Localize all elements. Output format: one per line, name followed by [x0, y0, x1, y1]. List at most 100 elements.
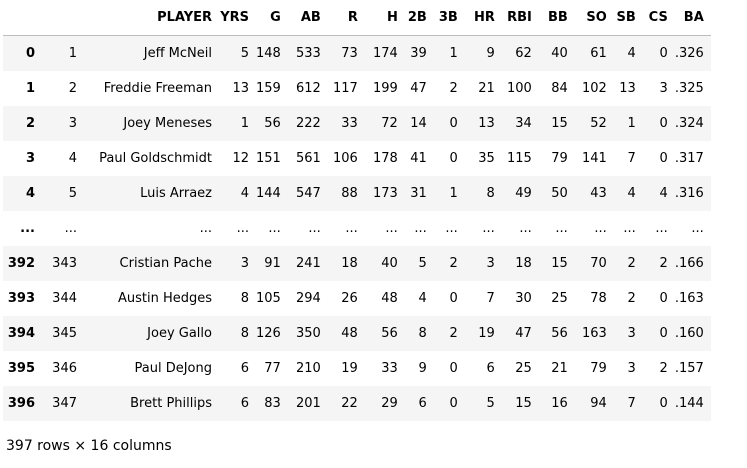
table-cell: .157	[674, 361, 704, 376]
table-cell: 15	[551, 116, 568, 131]
table-cell: 34	[515, 116, 532, 131]
table-cell: 25	[551, 291, 568, 306]
table-cell: ...	[482, 221, 495, 236]
table-cell: 18	[515, 256, 532, 271]
table-cell: 1	[627, 116, 636, 131]
table-cell: 2	[68, 81, 77, 96]
table-cell: 14	[410, 116, 427, 131]
table-cell: 47	[515, 326, 532, 341]
table-cell: Jeff McNeil	[143, 46, 212, 61]
table-cell: 241	[296, 256, 321, 271]
column-header: H	[364, 0, 405, 36]
table-cell: 533	[296, 46, 321, 61]
table-cell: 1	[240, 116, 249, 131]
table-cell: 40	[551, 46, 568, 61]
table-cell: 163	[582, 326, 607, 341]
table-cell: 144	[256, 186, 281, 201]
table-cell: 100	[507, 81, 532, 96]
column-header: SO	[574, 0, 614, 36]
table-cell: 1	[449, 186, 458, 201]
table-row: 396 347 Brett Phillips 6 83 201 22 29 6 0 5 15 16 94 7…	[3, 386, 711, 421]
table-cell: 7	[486, 291, 495, 306]
table-cell: 48	[381, 291, 398, 306]
table-row: 2 3 Joey Meneses 1 56 222 33 72 14 0 13 34 15 52 1 0 .32…	[3, 106, 711, 141]
table-cell: 0	[659, 151, 668, 166]
column-header: BB	[538, 0, 575, 36]
table-cell: 83	[264, 396, 281, 411]
table-cell: 5	[240, 46, 249, 61]
table-cell: 79	[590, 361, 607, 376]
table-cell: Paul DeJong	[134, 361, 213, 376]
table-cell: Freddie Freeman	[103, 81, 212, 96]
table-cell: 77	[264, 361, 281, 376]
table-cell: 61	[590, 46, 607, 61]
table-cell: 3	[486, 256, 495, 271]
row-index: 3	[25, 151, 35, 166]
table-cell: 15	[551, 256, 568, 271]
table-cell: 73	[341, 46, 358, 61]
table-cell: 94	[590, 396, 607, 411]
table-cell: 16	[551, 396, 568, 411]
table-cell: 6	[240, 361, 249, 376]
table-cell: .325	[674, 81, 704, 96]
row-index: 2	[25, 116, 35, 131]
table-cell: 343	[52, 256, 77, 271]
table-row: 395 346 Paul DeJong 6 77 210 19 33 9 0 6 25 21 79 3 2 .1…	[3, 351, 711, 386]
column-header: 2B	[404, 0, 434, 36]
row-index: 392	[7, 256, 35, 271]
column-header: R	[327, 0, 365, 36]
table-cell: .166	[674, 256, 704, 271]
table-cell: 8	[486, 186, 495, 201]
table-cell: 26	[341, 291, 358, 306]
table-cell: 102	[582, 81, 607, 96]
column-header: HR	[464, 0, 502, 36]
table-cell: 9	[486, 46, 495, 61]
table-cell: 4	[68, 151, 77, 166]
row-index: ...	[20, 221, 35, 236]
table-cell: 0	[659, 46, 668, 61]
table-cell: 178	[373, 151, 398, 166]
table-cell: 56	[551, 326, 568, 341]
table-row: 1 2 Freddie Freeman 13 159 612 117 199 47 2 21 100 8…	[3, 71, 711, 106]
table-cell: ...	[268, 221, 281, 236]
table-cell: 1	[68, 46, 77, 61]
table-cell: 141	[582, 151, 607, 166]
table-cell: 7	[627, 151, 636, 166]
table-cell: 0	[659, 291, 668, 306]
table-cell: .326	[674, 46, 704, 61]
table-row: 4 5 Luis Arraez 4 144 547 88 173 31 1 8 49 50 43 4 4 .31…	[3, 176, 711, 211]
table-cell: 173	[373, 186, 398, 201]
table-cell: ...	[236, 221, 249, 236]
column-header: AB	[287, 0, 328, 36]
table-cell: 4	[659, 186, 668, 201]
column-header: CS	[642, 0, 675, 36]
column-header: RBI	[501, 0, 539, 36]
table-cell: ...	[655, 221, 668, 236]
table-cell: 62	[515, 46, 532, 61]
table-cell: 106	[333, 151, 358, 166]
table-cell: ...	[594, 221, 607, 236]
table-cell: 88	[341, 186, 358, 201]
table-cell: 18	[341, 256, 358, 271]
row-index: 0	[25, 46, 35, 61]
table-cell: 12	[232, 151, 249, 166]
table-cell: 547	[296, 186, 321, 201]
table-cell: ...	[385, 221, 398, 236]
table-cell: 346	[52, 361, 77, 376]
table-cell: Joey Gallo	[147, 326, 212, 341]
table-cell: 8	[240, 326, 249, 341]
table-cell: Luis Arraez	[140, 186, 212, 201]
table-cell: 612	[296, 81, 321, 96]
table-row: 3 4 Paul Goldschmidt 12 151 561 106 178 41 0 35 115…	[3, 141, 711, 176]
table-cell: 148	[256, 46, 281, 61]
row-index: 396	[7, 396, 35, 411]
table-cell: 294	[296, 291, 321, 306]
table-cell: ...	[555, 221, 568, 236]
table-cell: 0	[449, 291, 458, 306]
row-index: 393	[7, 291, 35, 306]
dataframe-shape: 397 rows × 16 columns	[6, 438, 172, 454]
table-cell: ...	[691, 221, 704, 236]
table-cell: .316	[674, 186, 704, 201]
table-cell: 15	[515, 396, 532, 411]
